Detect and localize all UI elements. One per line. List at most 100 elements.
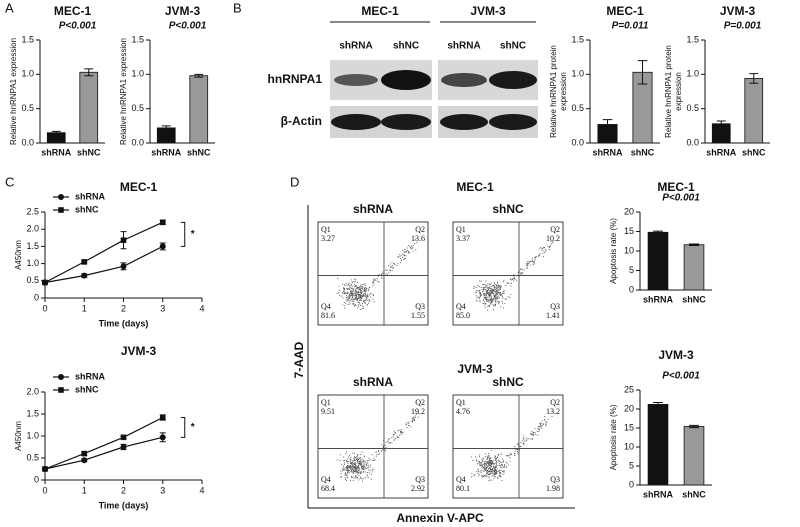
dot: [359, 309, 361, 311]
dot: [371, 471, 373, 473]
dot: [500, 294, 502, 296]
dot: [377, 280, 379, 283]
dot: [498, 303, 500, 305]
dot: [353, 301, 355, 303]
dot: [352, 479, 354, 482]
dot: [483, 293, 485, 295]
dot: [538, 254, 540, 256]
dot: [501, 296, 503, 298]
y-tick-label: 2.0: [26, 386, 39, 396]
dot: [485, 463, 487, 465]
dot: [487, 470, 489, 472]
dot: [345, 469, 347, 471]
dot: [401, 256, 403, 259]
dot: [493, 297, 495, 299]
dot: [351, 282, 353, 284]
dot: [502, 281, 504, 283]
dot: [496, 473, 498, 475]
dot: [348, 455, 351, 457]
dot: [496, 286, 498, 288]
dot: [527, 263, 529, 265]
dot: [482, 475, 484, 477]
dot: [357, 460, 359, 462]
dot: [523, 444, 525, 446]
dot: [388, 442, 391, 444]
dot: [493, 305, 495, 307]
dot: [479, 463, 481, 465]
y-tick-label: 1.0: [571, 69, 584, 79]
dot: [509, 460, 511, 462]
dot: [496, 470, 498, 472]
x-tick-label: 2: [121, 303, 126, 313]
dot: [501, 467, 503, 469]
dot: [387, 438, 389, 440]
dot: [364, 289, 366, 292]
dot: [496, 460, 498, 462]
dot: [393, 439, 395, 441]
dot: [491, 291, 493, 293]
dot: [355, 466, 357, 468]
dot: [501, 479, 503, 481]
dot: [342, 469, 344, 471]
x-tick-label: 3: [160, 485, 165, 495]
dot: [371, 469, 373, 471]
dot: [507, 455, 509, 457]
y-axis-label: expression: [674, 72, 683, 111]
dot: [349, 459, 351, 461]
dot: [346, 466, 348, 468]
dot: [361, 290, 363, 292]
error-bar: [653, 230, 663, 234]
dot: [364, 284, 366, 286]
dot: [484, 287, 486, 289]
x-axis-label: Time (days): [99, 500, 149, 510]
dot: [408, 252, 410, 254]
dot: [537, 427, 539, 429]
dot: [482, 286, 484, 288]
dot: [483, 295, 485, 297]
dot: [534, 258, 536, 260]
dot: [387, 265, 390, 267]
dot: [359, 459, 361, 461]
x-tick-label: 1: [82, 303, 87, 313]
dot: [496, 289, 498, 291]
dot: [364, 295, 366, 298]
dot: [366, 462, 368, 464]
dot: [541, 420, 543, 422]
dot: [486, 287, 489, 289]
dot: [353, 462, 355, 464]
blot-group: JVM-3: [470, 4, 506, 18]
dot: [347, 303, 349, 306]
dot: [494, 299, 496, 301]
dot: [495, 459, 497, 461]
dot: [485, 280, 487, 282]
dot: [373, 283, 375, 285]
x-axis-label: Time (days): [99, 318, 149, 328]
dot: [359, 460, 361, 462]
dot: [478, 471, 480, 473]
dot: [531, 434, 533, 436]
dot: [343, 289, 345, 291]
dot: [478, 475, 480, 477]
dot: [538, 430, 540, 432]
dot: [492, 292, 494, 294]
dot: [354, 456, 356, 458]
dot: [356, 455, 359, 457]
error-bar: [689, 424, 699, 429]
dot: [346, 475, 348, 477]
dot: [347, 462, 349, 464]
dot: [355, 462, 357, 464]
dot: [359, 287, 361, 289]
dot: [386, 269, 388, 271]
dot: [501, 463, 503, 465]
dot: [522, 437, 524, 439]
dot: [415, 417, 417, 419]
error-bar: [51, 130, 61, 135]
dot: [496, 464, 498, 466]
dot: [345, 467, 347, 469]
dot: [358, 461, 360, 463]
blot-row: β-Actin: [281, 114, 322, 128]
dot: [410, 246, 412, 249]
dot: [489, 463, 491, 465]
dot: [503, 290, 506, 292]
dot: [477, 460, 479, 462]
